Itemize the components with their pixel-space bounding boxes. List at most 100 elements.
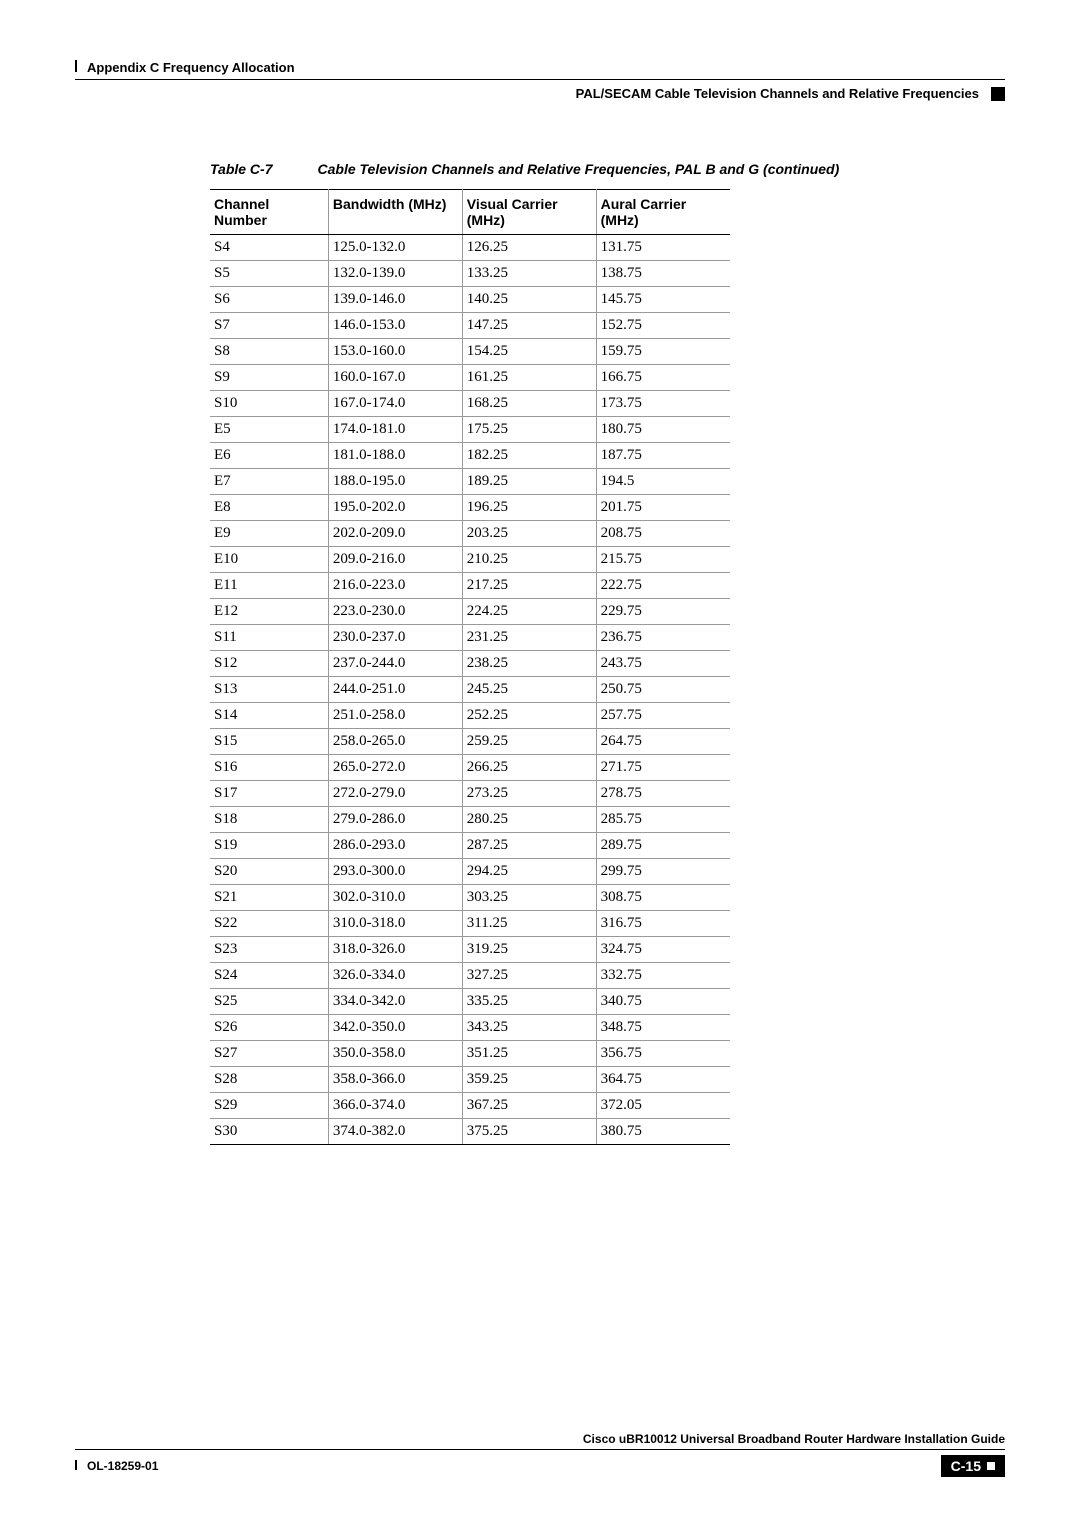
cell-visual: 280.25: [462, 807, 596, 833]
cell-visual: 351.25: [462, 1041, 596, 1067]
cell-visual: 319.25: [462, 937, 596, 963]
cell-bandwidth: 216.0-223.0: [328, 573, 462, 599]
table-row: S18279.0-286.0280.25285.75: [210, 807, 730, 833]
table-row: S15258.0-265.0259.25264.75: [210, 729, 730, 755]
cell-channel: S7: [210, 313, 328, 339]
cell-aural: 152.75: [596, 313, 730, 339]
cell-channel: E9: [210, 521, 328, 547]
cell-aural: 308.75: [596, 885, 730, 911]
cell-visual: 140.25: [462, 287, 596, 313]
cell-bandwidth: 310.0-318.0: [328, 911, 462, 937]
cell-aural: 356.75: [596, 1041, 730, 1067]
cell-visual: 343.25: [462, 1015, 596, 1041]
cell-channel: S30: [210, 1119, 328, 1145]
cell-aural: 166.75: [596, 365, 730, 391]
cell-aural: 187.75: [596, 443, 730, 469]
cell-visual: 273.25: [462, 781, 596, 807]
table-row: S5132.0-139.0133.25138.75: [210, 261, 730, 287]
cell-visual: 335.25: [462, 989, 596, 1015]
cell-channel: S27: [210, 1041, 328, 1067]
cell-visual: 217.25: [462, 573, 596, 599]
cell-aural: 131.75: [596, 235, 730, 261]
cell-channel: S22: [210, 911, 328, 937]
cell-channel: S20: [210, 859, 328, 885]
cell-channel: S10: [210, 391, 328, 417]
cell-bandwidth: 125.0-132.0: [328, 235, 462, 261]
cell-channel: S15: [210, 729, 328, 755]
cell-aural: 324.75: [596, 937, 730, 963]
cell-bandwidth: 272.0-279.0: [328, 781, 462, 807]
cell-bandwidth: 209.0-216.0: [328, 547, 462, 573]
cell-channel: S16: [210, 755, 328, 781]
table-row: E9202.0-209.0203.25208.75: [210, 521, 730, 547]
table-row: S20293.0-300.0294.25299.75: [210, 859, 730, 885]
cell-aural: 316.75: [596, 911, 730, 937]
cell-aural: 299.75: [596, 859, 730, 885]
cell-channel: S17: [210, 781, 328, 807]
cell-aural: 289.75: [596, 833, 730, 859]
table-row: E12223.0-230.0224.25229.75: [210, 599, 730, 625]
cell-bandwidth: 265.0-272.0: [328, 755, 462, 781]
cell-channel: S12: [210, 651, 328, 677]
table-row: S8153.0-160.0154.25159.75: [210, 339, 730, 365]
cell-visual: 203.25: [462, 521, 596, 547]
cell-bandwidth: 342.0-350.0: [328, 1015, 462, 1041]
cell-bandwidth: 350.0-358.0: [328, 1041, 462, 1067]
col-header-aural: Aural Carrier (MHz): [596, 190, 730, 235]
cell-bandwidth: 188.0-195.0: [328, 469, 462, 495]
cell-channel: S18: [210, 807, 328, 833]
table-caption: Table C-7Cable Television Channels and R…: [210, 161, 1005, 177]
cell-aural: 278.75: [596, 781, 730, 807]
cell-bandwidth: 181.0-188.0: [328, 443, 462, 469]
cell-bandwidth: 202.0-209.0: [328, 521, 462, 547]
cell-channel: S21: [210, 885, 328, 911]
cell-bandwidth: 366.0-374.0: [328, 1093, 462, 1119]
table-row: S28358.0-366.0359.25364.75: [210, 1067, 730, 1093]
cell-visual: 175.25: [462, 417, 596, 443]
cell-aural: 215.75: [596, 547, 730, 573]
page-footer: Cisco uBR10012 Universal Broadband Route…: [75, 1432, 1005, 1477]
cell-bandwidth: 160.0-167.0: [328, 365, 462, 391]
cell-channel: S23: [210, 937, 328, 963]
cell-aural: 264.75: [596, 729, 730, 755]
cell-visual: 303.25: [462, 885, 596, 911]
cell-channel: S29: [210, 1093, 328, 1119]
cell-visual: 266.25: [462, 755, 596, 781]
page-header: Appendix C Frequency Allocation: [75, 60, 1005, 80]
table-row: S25334.0-342.0335.25340.75: [210, 989, 730, 1015]
cell-aural: 222.75: [596, 573, 730, 599]
cell-channel: S13: [210, 677, 328, 703]
cell-aural: 208.75: [596, 521, 730, 547]
cell-bandwidth: 174.0-181.0: [328, 417, 462, 443]
table-row: S9160.0-167.0161.25166.75: [210, 365, 730, 391]
table-row: S26342.0-350.0343.25348.75: [210, 1015, 730, 1041]
cell-visual: 252.25: [462, 703, 596, 729]
cell-visual: 359.25: [462, 1067, 596, 1093]
cell-channel: S26: [210, 1015, 328, 1041]
cell-aural: 229.75: [596, 599, 730, 625]
table-header-row: Channel Number Bandwidth (MHz) Visual Ca…: [210, 190, 730, 235]
col-header-bandwidth: Bandwidth (MHz): [328, 190, 462, 235]
cell-visual: 168.25: [462, 391, 596, 417]
cell-bandwidth: 302.0-310.0: [328, 885, 462, 911]
cell-aural: 243.75: [596, 651, 730, 677]
cell-bandwidth: 139.0-146.0: [328, 287, 462, 313]
cell-aural: 340.75: [596, 989, 730, 1015]
cell-aural: 250.75: [596, 677, 730, 703]
cell-visual: 287.25: [462, 833, 596, 859]
cell-channel: S4: [210, 235, 328, 261]
cell-visual: 294.25: [462, 859, 596, 885]
col-header-visual: Visual Carrier (MHz): [462, 190, 596, 235]
table-row: S24326.0-334.0327.25332.75: [210, 963, 730, 989]
table-row: S4125.0-132.0126.25131.75: [210, 235, 730, 261]
cell-channel: E10: [210, 547, 328, 573]
cell-bandwidth: 167.0-174.0: [328, 391, 462, 417]
section-marker-icon: [991, 87, 1005, 101]
table-row: S19286.0-293.0287.25289.75: [210, 833, 730, 859]
col-header-channel: Channel Number: [210, 190, 328, 235]
cell-bandwidth: 286.0-293.0: [328, 833, 462, 859]
page-number-box: C-15: [941, 1455, 1005, 1477]
table-row: S13244.0-251.0245.25250.75: [210, 677, 730, 703]
cell-visual: 375.25: [462, 1119, 596, 1145]
page-number: C-15: [951, 1458, 981, 1474]
